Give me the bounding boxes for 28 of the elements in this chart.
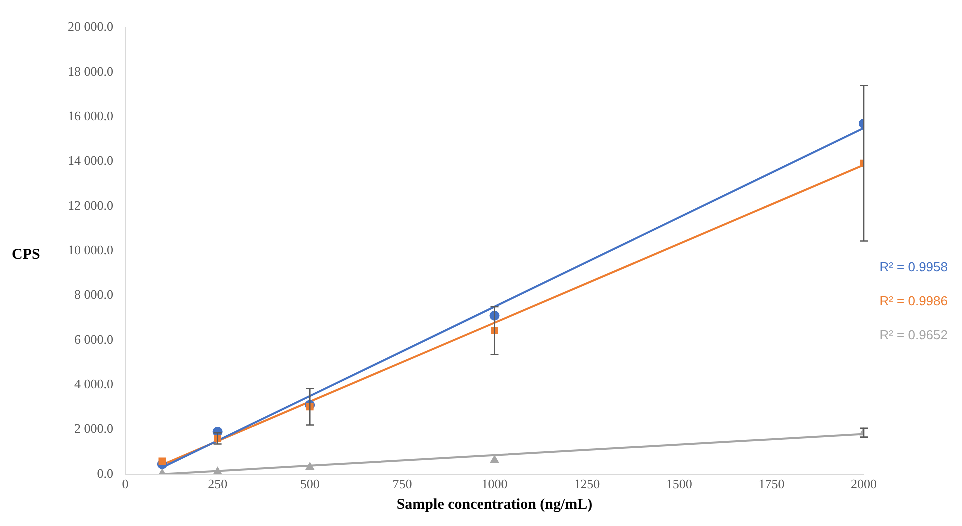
point [490,456,500,464]
x-tick-label: 250 [208,476,228,492]
y-tick-label: 14 000.0 [68,153,114,168]
x-tick-label: 0 [122,476,129,492]
point [158,458,166,466]
y-axis-title: CPS [12,246,40,263]
y-tick-label: 20 000.0 [68,19,114,34]
y-tick-label: 6 000.0 [74,332,114,347]
y-tick-label: 8 000.0 [74,287,114,302]
x-axis-title: Sample concentration (ng/mL) [396,496,593,513]
y-tick-label: 16 000.0 [68,108,114,124]
text: R² = 0.9986 [880,293,948,308]
y-tick-label: 4 000.0 [74,376,114,392]
y-tick-label: 0.0 [97,466,114,481]
text: R² = 0.9652 [880,327,948,342]
x-tick-label: 1500 [666,476,692,492]
x-tick-label: 1250 [574,476,600,492]
y-tick-label: 10 000.0 [68,242,114,258]
x-tick-label: 750 [392,476,412,492]
x-tick-label: 2000 [851,476,877,492]
x-tick-label: 1000 [482,476,508,492]
x-tick-label: 500 [300,476,320,492]
y-tick-label: 2 000.0 [74,421,114,436]
y-tick-label: 18 000.0 [68,64,114,79]
x-tick-label: 1750 [758,476,785,492]
point [306,462,315,470]
y-tick-label: 12 000.0 [68,198,114,213]
text: R² = 0.9958 [880,259,948,274]
